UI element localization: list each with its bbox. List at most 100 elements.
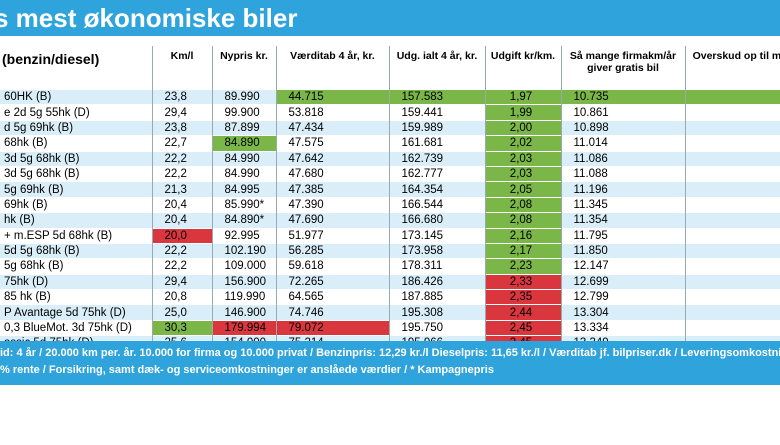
cell-cost-per-km: 2,05 [484,181,561,198]
header-total-cost: Udg. ialt 4 år, kr. [388,46,485,90]
cell-car: d 5g 69hk (B) [0,119,152,136]
cell-depreciation: 47.390 [275,196,389,213]
cell-car: 3d 5g 68hk (B) [0,150,152,167]
cell-cost-per-km: 2,03 [484,150,561,167]
cell-depreciation: 47.575 [275,135,389,152]
footer-line-1: id: 4 år / 20.000 km per. år. 10.000 for… [0,347,780,359]
cell-free-km: 12.699 [560,273,685,290]
footer-notes: id: 4 år / 20.000 km per. år. 10.000 for… [0,341,780,385]
cell-kml: 20,0 [151,227,212,244]
cell-depreciation: 59.618 [275,258,389,275]
footer-line-2: % rente / Forsikring, samt dæk- og servi… [0,364,494,376]
cell-surplus [684,212,780,229]
cell-free-km: 10.861 [560,104,685,121]
page-title: s mest økonomiske biler [0,3,298,33]
table-row: P Avantage 5d 75hk (D) 25,0 146.900 74.746 1… [0,304,780,321]
cell-cost-per-km: 2,23 [484,258,561,275]
cell-free-km: 11.014 [560,135,685,152]
cell-total-cost: 195.308 [388,304,485,321]
cell-kml: 22,7 [151,135,212,152]
table-row: 85 hk (B) 20,8 119.990 64.565 187.885 2,35 12.… [0,289,780,305]
cell-car: 85 hk (B) [0,289,152,305]
cell-cost-per-km: 2,00 [484,119,561,136]
cell-kml: 22,2 [151,165,212,182]
cell-free-km: 11.196 [560,181,685,198]
table-row: 69hk (B) 20,4 85.990* 47.390 166.544 2,08 11.3… [0,196,780,213]
table-row: d 5g 69hk (B) 23,8 87.899 47.434 159.989 2,00… [0,119,780,136]
cell-surplus [684,88,780,105]
cell-free-km: 10.898 [560,119,685,136]
cell-kml: 29,4 [151,104,212,121]
cell-surplus [684,242,780,259]
cell-cost-per-km: 2,44 [484,304,561,321]
cell-free-km: 11.850 [560,242,685,259]
header-cost-per-km: Udgift kr/km. [484,46,561,90]
cell-depreciation: 47.434 [275,119,389,136]
table-row: 5g 68hk (B) 22,2 109.000 59.618 178.311 2,23 1… [0,258,780,275]
cell-price: 89.990 [211,88,276,105]
cell-total-cost: 173.145 [388,227,485,244]
cell-car: 60HK (B) [0,88,152,105]
table-row: e 2d 5g 55hk (D) 29,4 99.900 53.818 159.441 1… [0,104,780,121]
cell-total-cost: 195.750 [388,319,485,336]
cell-cost-per-km: 1,99 [484,104,561,121]
cell-surplus [684,273,780,290]
table-row: 5d 5g 68hk (B) 22,2 102.190 56.285 173.958 2,… [0,242,780,259]
cell-surplus [684,289,780,305]
cell-total-cost: 173.958 [388,242,485,259]
header-surplus: Overskud op til max [684,46,780,90]
cell-total-cost: 187.885 [388,289,485,305]
cell-kml: 23,8 [151,88,212,105]
cell-car: 5g 69hk (B) [0,181,152,198]
cell-price: 156.900 [211,273,276,290]
cell-free-km: 11.345 [560,196,685,213]
cell-kml: 20,4 [151,196,212,213]
header-row: (benzin/diesel) Km/l Nypris kr. Værditab… [0,46,780,90]
cell-car: P Avantage 5d 75hk (D) [0,304,152,321]
cell-surplus [684,150,780,167]
cell-car: 5g 68hk (B) [0,258,152,275]
cell-depreciation: 72.265 [275,273,389,290]
cell-price: 119.990 [211,289,276,305]
cell-car: e 2d 5g 55hk (D) [0,104,152,121]
cell-surplus [684,165,780,182]
table-row: 5g 69hk (B) 21,3 84.995 47.385 164.354 2,05 11… [0,181,780,198]
cell-price: 109.000 [211,258,276,275]
cell-surplus [684,135,780,152]
cell-car: 69hk (B) [0,196,152,213]
cell-total-cost: 159.441 [388,104,485,121]
cell-free-km: 11.795 [560,227,685,244]
cell-cost-per-km: 2,33 [484,273,561,290]
table-row: 60HK (B) 23,8 89.990 44.715 157.583 1,97 10.73… [0,88,780,105]
cell-total-cost: 162.739 [388,150,485,167]
cars-table: (benzin/diesel) Km/l Nypris kr. Værditab… [0,46,780,367]
cell-depreciation: 44.715 [275,88,389,105]
cell-price: 102.190 [211,242,276,259]
cell-total-cost: 186.426 [388,273,485,290]
cell-depreciation: 47.385 [275,181,389,198]
cell-total-cost: 166.680 [388,212,485,229]
cell-car: 68hk (B) [0,135,152,152]
cell-car: 0,3 BlueMot. 3d 75hk (D) [0,319,152,336]
cell-price: 179.994 [211,319,276,336]
table-body: 60HK (B) 23,8 89.990 44.715 157.583 1,97 10.73… [0,88,780,367]
cell-depreciation: 47.642 [275,150,389,167]
cell-price: 84.890 [211,135,276,152]
cell-kml: 22,2 [151,242,212,259]
cell-total-cost: 166.544 [388,196,485,213]
cell-surplus [684,319,780,336]
cell-depreciation: 47.680 [275,165,389,182]
cell-total-cost: 162.777 [388,165,485,182]
cell-kml: 30,3 [151,319,212,336]
cell-free-km: 13.304 [560,304,685,321]
cell-kml: 25,0 [151,304,212,321]
cell-price: 84.890* [211,212,276,229]
table-row: 3d 5g 68hk (B) 22,2 84.990 47.680 162.777 2,0… [0,165,780,182]
cell-kml: 20,4 [151,212,212,229]
cell-price: 84.995 [211,181,276,198]
cell-cost-per-km: 1,97 [484,88,561,105]
cell-price: 84.990 [211,165,276,182]
cell-cost-per-km: 2,17 [484,242,561,259]
cell-car: 75hk (D) [0,273,152,290]
table-row: 0,3 BlueMot. 3d 75hk (D) 30,3 179.994 79.07… [0,319,780,336]
